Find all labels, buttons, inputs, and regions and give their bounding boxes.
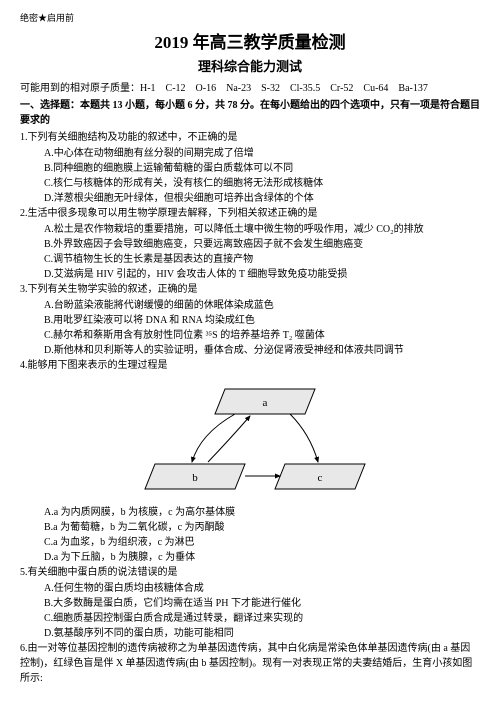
q4-option-d: D.a 为下丘脑，b 为胰腺，c 为垂体 [20,550,480,565]
q2-option-c: C.调节植物生长的生长素是基因表达的直接产物 [20,252,480,267]
q5-option-d: D.氨基酸序列不同的蛋白质，功能可能相同 [20,626,480,641]
q1-option-a: A.中心体在动物细胞有丝分裂的间期完成了倍增 [20,146,480,161]
q3-option-b: B.用吡罗红染液可以将 DNA 和 RNA 均染成红色 [20,313,480,328]
question-1: 1.下列有关细胞结构及功能的叙述中，不正确的是 [20,130,480,145]
q3-option-c: C.赫尔希和蔡斯用含有放射性同位素 ³⁵S 的培养基培养 T₂ 噬菌体 [20,328,480,343]
q5-option-c: C.细胞质基因控制蛋白质合成是通过转录，翻译过来实现的 [20,611,480,626]
q2-option-b: B.外界致癌因子会导致细胞癌变，只要远离致癌因子就不会发生细胞癌变 [20,237,480,252]
question-6: 6.由一对等位基因控制的遗传病被称之为单基因遗传病，其中白化病是常染色体单基因遗… [20,641,480,686]
question-2: 2.生活中很多现象可以用生物学原理去解释，下列相关叙述正确的是 [20,206,480,221]
q1-option-d: D.洋葱根尖细胞无叶绿体，但根尖细胞可培养出含绿体的个体 [20,191,480,206]
main-title: 2019 年高三教学质量检测 [20,30,480,56]
node-a-label: a [263,397,268,409]
node-b-label: b [192,472,198,484]
q3-option-a: A.台盼蓝染液能將代谢缓慢的细菌的休眠体染成蓝色 [20,298,480,313]
q5-option-a: A.任何生物的蛋白质均由核糖体合成 [20,581,480,596]
q2-option-d: D.艾滋病是 HIV 引起的，HIV 会攻击人体的 T 细胞导致免疫功能受损 [20,267,480,282]
q4-diagram: a b c [20,379,480,499]
q4-option-b: B.a 为葡萄糖，b 为二氧化碳，c 为丙酮酸 [20,520,480,535]
question-5: 5.有关细胞中蛋白质的说法错误的是 [20,565,480,580]
q4-option-a: A.a 为内质网膜，b 为核膜，c 为高尔基体膜 [20,505,480,520]
q5-option-b: B.大多数酶是蛋白质，它们均需在适当 PH 下才能进行催化 [20,596,480,611]
arrow-a-to-c [290,414,318,462]
q1-option-b: B.同种细胞的细胞膜上运输葡萄糖的蛋白质载体可以不同 [20,161,480,176]
confidential-note: 绝密★启用前 [20,12,480,26]
arrow-a-to-b [192,414,235,462]
sub-title: 理科综合能力测试 [20,57,480,77]
q3-option-d: D.斯他林和贝利斯等人的实验证明，垂体合成、分泌促肾液受神经和体液共同调节 [20,343,480,358]
section1-header: 一、选择题：本题共 13 小题，每小题 6 分，共 78 分。在每小题给出的四个… [20,98,480,128]
arrow-b-to-a [208,416,250,462]
question-3: 3.下列有关生物学实验的叙述，正确的是 [20,282,480,297]
node-c-label: c [318,472,323,484]
q2-option-a: A.松土是农作物栽培的重要措施，可以降低土壤中微生物的呼吸作用，减少 CO₂的排… [20,222,480,237]
q4-option-c: C.a 为血浆，b 为组织液，c 为淋巴 [20,535,480,550]
q1-option-c: C.核仁与核糖体的形成有关，没有核仁的细胞将无法形成核糖体 [20,176,480,191]
flow-diagram-svg: a b c [130,379,370,499]
question-4: 4.能够用下图来表示的生理过程是 [20,358,480,373]
atomic-mass-info: 可能用到的相对原子质量：H-1 C-12 O-16 Na-23 S-32 Cl-… [20,81,480,96]
